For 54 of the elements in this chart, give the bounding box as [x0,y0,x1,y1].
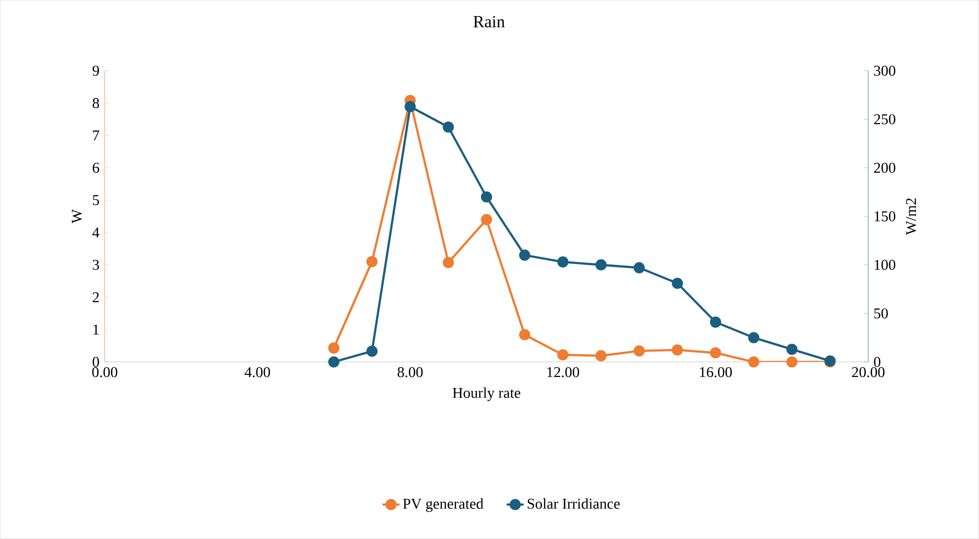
point [366,256,378,268]
x-tick-label: 0.00 [92,367,118,378]
y2-tick-label: 200 [874,162,896,173]
point [595,350,607,362]
point [442,257,454,268]
y2-tick-label: 300 [874,66,896,76]
y-axis-title: W [72,209,82,224]
y-tick-label: 6 [92,162,100,173]
point [480,191,492,203]
point [557,349,568,361]
y2-tick-label: 150 [874,211,896,222]
y-tick-label: 1 [93,324,99,335]
point [786,344,798,356]
y-tick-label: 4 [92,228,100,238]
point [328,356,340,368]
y2-tick-label: 50 [874,308,888,319]
x-tick-label: 16.00 [700,367,732,378]
y-tick-label: 3 [92,260,100,270]
y-tick-label: 8 [92,98,100,108]
y2-tick-label: 250 [874,114,896,124]
y2-axis-title: W/m2 [906,198,916,236]
point [366,346,378,357]
x-tick-label: 4.00 [244,367,270,378]
point [595,259,607,271]
y-tick-label: 7 [93,130,100,140]
x-tick-label: 20.00 [852,367,884,378]
point [710,316,722,328]
point [328,342,340,354]
point [634,262,645,274]
x-tick-label: 12.00 [547,367,580,378]
point [672,278,683,290]
point [557,256,568,268]
point [519,250,530,261]
x-tick-label: 8.00 [398,367,423,378]
point [404,101,416,112]
legend-label: PV generated [403,498,484,512]
y-tick-label: 5 [92,195,100,206]
x-axis-title: Hourly rate [452,388,520,402]
point [442,122,454,133]
y-tick-label: 2 [92,292,99,302]
y2-tick-label: 100 [874,260,896,270]
point [748,332,760,344]
y2-tick-label: 0 [874,357,880,368]
y-tick-label: 9 [92,66,99,76]
point [519,329,530,340]
point [748,356,760,368]
y-tick-label: 0 [92,357,100,368]
point [480,214,492,226]
point [710,347,722,359]
point [672,344,683,356]
point [786,356,798,368]
legend-label: Solar Irridiance [528,498,620,509]
chart-title: Rain [473,16,505,28]
point [634,345,645,357]
